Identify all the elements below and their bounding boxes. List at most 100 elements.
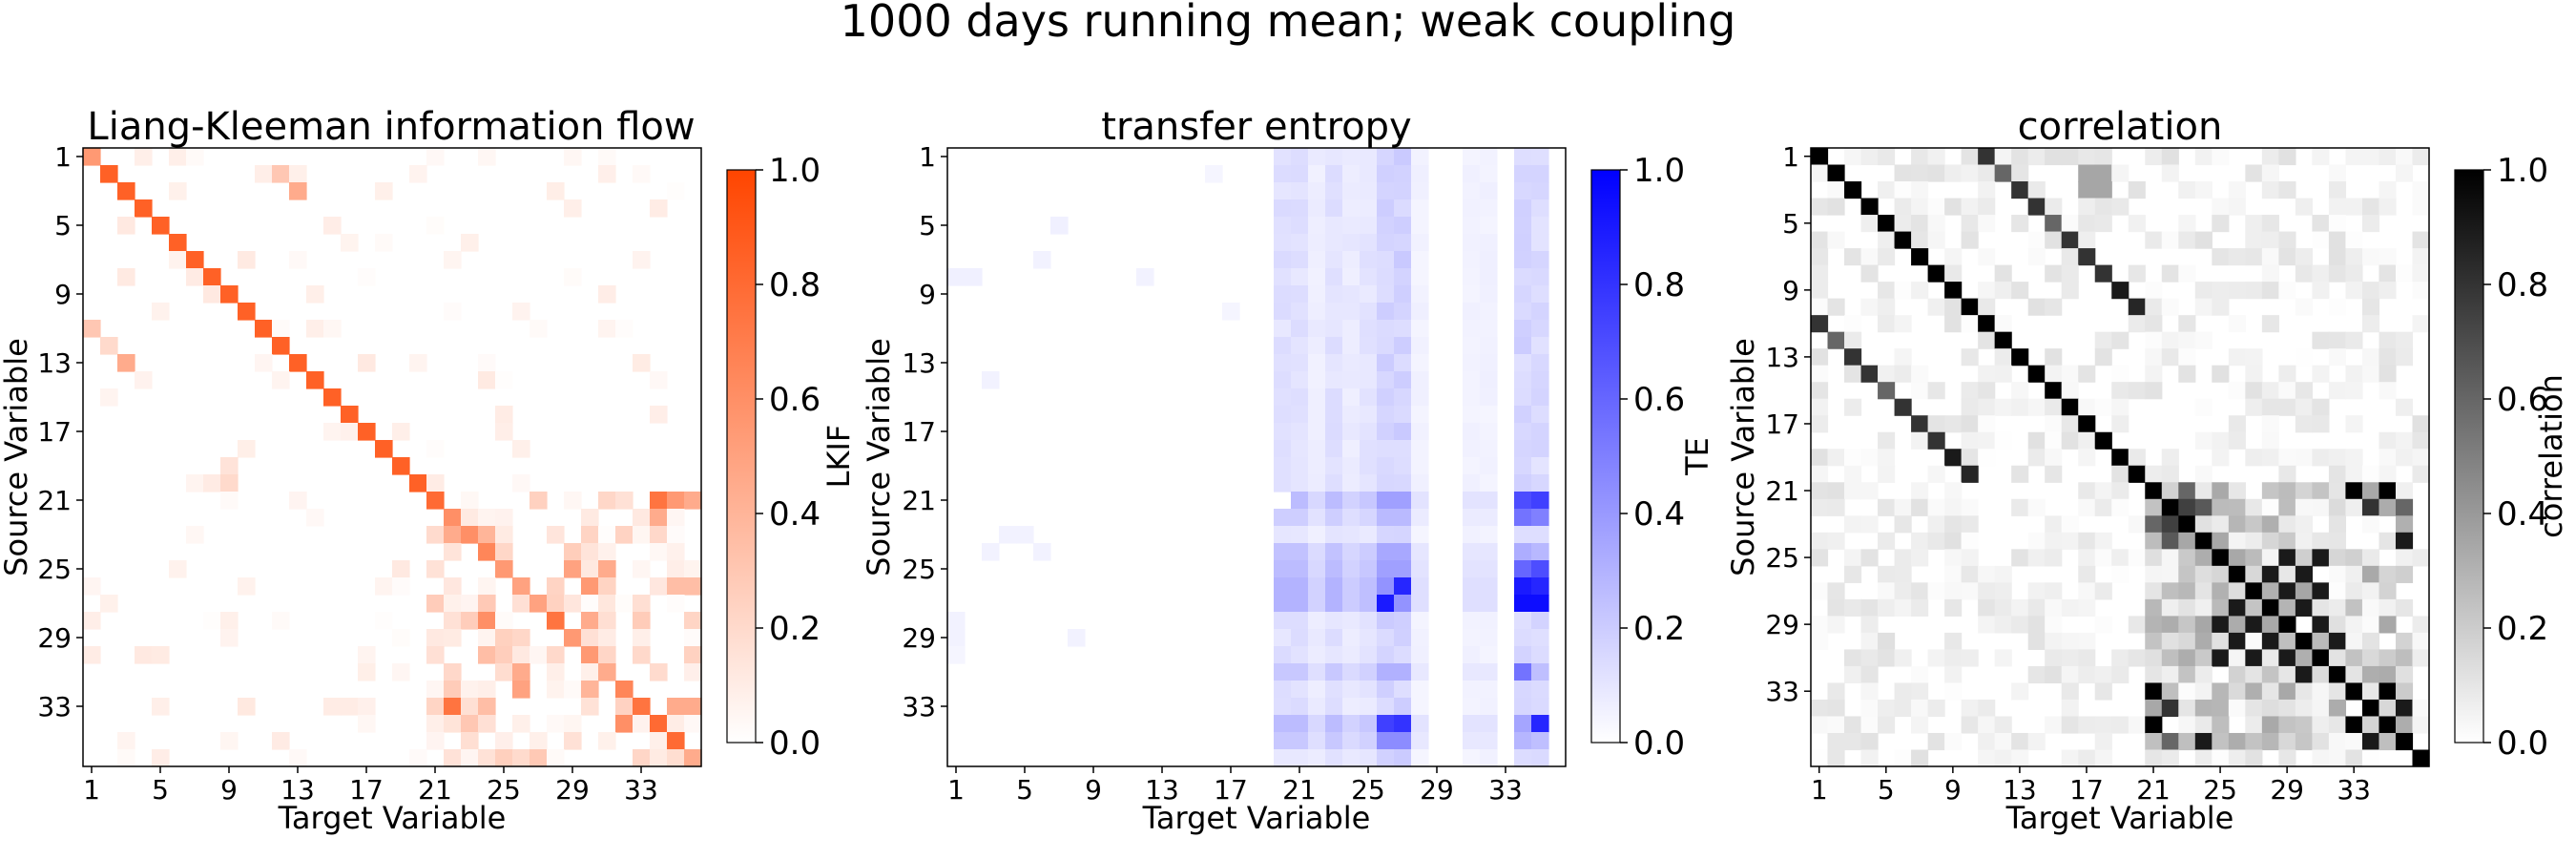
heatmap-cell — [1978, 181, 1996, 199]
heatmap-cell — [2278, 682, 2296, 701]
heatmap-cell — [2212, 565, 2230, 583]
heatmap-cell — [2295, 598, 2313, 617]
panel-lkif: Liang-Kleeman information flow 1 5 9 13 17 21… — [0, 105, 857, 836]
heatmap-cell — [1394, 320, 1412, 338]
heatmap-cell — [1514, 182, 1532, 200]
heatmap-cell — [1308, 474, 1326, 492]
heatmap-cell — [2111, 565, 2129, 583]
heatmap-cell — [2078, 749, 2096, 767]
heatmap-cell — [2261, 632, 2279, 650]
heatmap-cell — [1360, 646, 1378, 664]
heatmap-cell — [2345, 231, 2363, 249]
heatmap-cell — [1844, 449, 1862, 467]
heatmap-cell — [1894, 365, 1912, 383]
heatmap-cell — [1480, 440, 1498, 458]
heatmap-cell — [2161, 264, 2179, 283]
heatmap-cell — [461, 749, 479, 767]
heatmap-cell — [1878, 181, 1896, 199]
heatmap-cell — [2228, 282, 2246, 300]
heatmap-cell — [1411, 371, 1429, 389]
heatmap-cell — [2194, 431, 2212, 450]
heatmap-cell — [650, 526, 668, 544]
heatmap-cell — [2111, 331, 2129, 349]
heatmap-cell — [2045, 449, 2063, 467]
heatmap-cell — [530, 492, 548, 510]
heatmap-cell — [2328, 682, 2347, 701]
heatmap-cell — [1325, 595, 1343, 613]
heatmap-cell — [1394, 337, 1412, 355]
heatmap-cell — [2228, 699, 2246, 718]
heatmap-cell — [1463, 629, 1481, 647]
heatmap-cell — [306, 509, 324, 527]
heatmap-cell — [1394, 234, 1412, 252]
heatmap-cell — [2295, 699, 2313, 718]
heatmap-cell — [1411, 182, 1429, 200]
heatmap-cell — [1827, 716, 1845, 734]
heatmap-cell — [1911, 749, 1929, 767]
heatmap-cell — [1911, 482, 1929, 500]
heatmap-cell — [1480, 406, 1498, 424]
heatmap-cell — [1308, 681, 1326, 699]
heatmap-cell — [1514, 595, 1532, 613]
heatmap-cell — [2045, 716, 2063, 734]
heatmap-cell — [1827, 198, 1845, 216]
heatmap-cell — [1811, 716, 1829, 734]
heatmap-cell — [1274, 577, 1292, 596]
heatmap-cell — [598, 285, 616, 304]
heatmap-cell — [272, 371, 290, 389]
heatmap-cell — [83, 612, 101, 630]
heatmap-cell — [2212, 598, 2230, 617]
heatmap-cell — [581, 526, 599, 544]
heatmap-cell — [2011, 398, 2029, 416]
heatmap-cell — [2027, 549, 2046, 567]
heatmap-cell — [1360, 251, 1378, 269]
heatmap-cell — [2061, 382, 2079, 400]
heatmap-cell — [1325, 646, 1343, 664]
heatmap-cell — [2312, 749, 2330, 767]
heatmap-cell — [238, 303, 256, 321]
heatmap-cell — [2161, 565, 2179, 583]
heatmap-cell — [1325, 371, 1343, 389]
heatmap-cell — [2312, 415, 2330, 433]
x-tick-label: 1 — [1811, 774, 1828, 806]
heatmap-cell — [1463, 337, 1481, 355]
heatmap-cell — [1844, 348, 1862, 367]
heatmap-cell — [581, 663, 599, 681]
y-axis-label: Source Variable — [1725, 338, 1761, 576]
heatmap-cell — [2212, 649, 2230, 667]
heatmap-cell — [1411, 663, 1429, 681]
heatmap-cell — [2395, 331, 2414, 349]
heatmap-cell — [1978, 732, 1996, 751]
heatmap-cell — [1911, 181, 1929, 199]
heatmap-cell — [1978, 565, 1996, 583]
heatmap-cell — [512, 303, 530, 321]
heatmap-cell — [530, 749, 548, 767]
heatmap-cell — [1291, 199, 1309, 218]
heatmap-cell — [1894, 515, 1912, 534]
heatmap-cell — [2345, 665, 2363, 684]
heatmap-cell — [1308, 303, 1326, 321]
heatmap-cell — [2178, 365, 2196, 383]
heatmap-cell — [1531, 217, 1549, 235]
heatmap-cell — [2228, 665, 2246, 684]
heatmap-cell — [1514, 715, 1532, 733]
heatmap-cell — [2345, 498, 2363, 516]
heatmap-cell — [2361, 716, 2380, 734]
heatmap-cell — [1514, 406, 1532, 424]
heatmap-cell — [684, 715, 702, 733]
heatmap-cell — [2212, 198, 2230, 216]
heatmap-cell — [1377, 371, 1395, 389]
heatmap-cell — [1308, 440, 1326, 458]
heatmap-cell — [1291, 732, 1309, 750]
heatmap-cell — [1844, 398, 1862, 416]
heatmap-cell — [564, 629, 582, 647]
heatmap-cell — [2078, 415, 2096, 433]
heatmap-cell — [1531, 560, 1549, 578]
heatmap-cell — [117, 217, 135, 235]
heatmap-cell — [1342, 268, 1361, 286]
heatmap-cell — [2228, 431, 2246, 450]
heatmap-cell — [358, 268, 376, 286]
heatmap-cell — [2027, 632, 2046, 650]
heatmap-cell — [633, 612, 651, 630]
heatmap-cell — [1360, 732, 1378, 750]
